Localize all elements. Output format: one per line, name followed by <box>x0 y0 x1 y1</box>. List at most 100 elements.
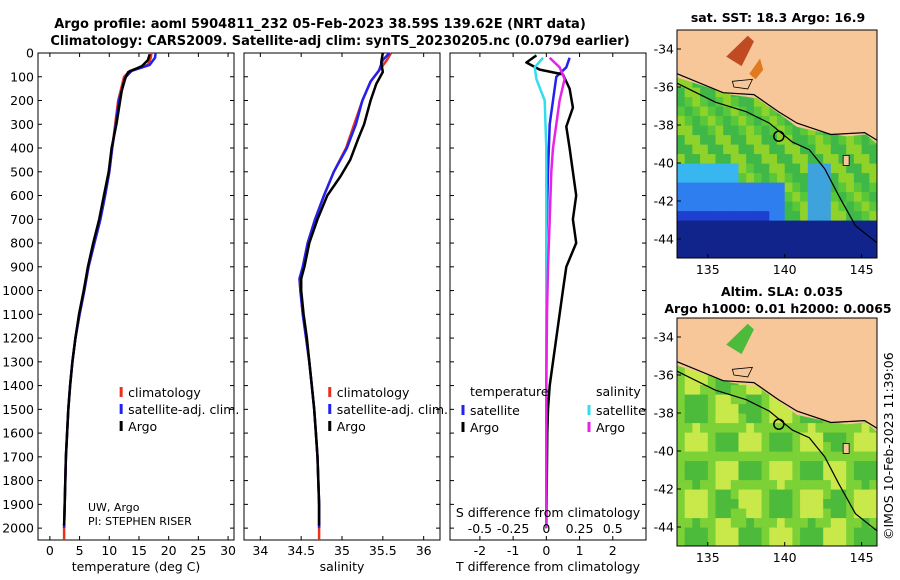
x-tick-label: 35.5 <box>369 543 397 558</box>
legend-label: Argo <box>470 420 499 435</box>
y-tick-label: 1600 <box>2 426 34 441</box>
ocean-cell <box>777 489 786 500</box>
legend-label: Argo <box>596 420 625 435</box>
ocean-cell <box>784 144 793 155</box>
ocean-cell <box>761 422 770 433</box>
ocean-cell <box>684 451 693 462</box>
ocean-cell <box>807 210 817 221</box>
ocean-cell <box>707 239 717 250</box>
ocean-cell <box>677 365 686 376</box>
ocean-cell <box>677 441 686 452</box>
ocean-cell <box>753 220 763 231</box>
plot-frame <box>243 52 441 541</box>
y-tick-label: -40 <box>654 444 674 459</box>
ocean-cell <box>838 441 847 452</box>
x-tick-label: 145 <box>850 262 874 277</box>
x-tick-label: 135 <box>696 550 720 565</box>
ocean-cell <box>700 210 709 221</box>
ocean-cell <box>692 125 701 136</box>
ocean-cell <box>730 451 740 462</box>
ocean-cell <box>815 536 824 546</box>
x-axis-label: T difference from climatology <box>455 559 641 574</box>
ocean-cell <box>830 144 840 155</box>
ocean-cell <box>815 172 824 183</box>
ocean-cell <box>692 489 701 500</box>
ocean-cell <box>777 527 786 538</box>
ocean-cell <box>715 441 724 452</box>
y-tick-label: -36 <box>654 80 674 95</box>
ocean-cell <box>792 432 801 443</box>
ocean-cell <box>800 536 809 546</box>
ocean-cell <box>830 498 840 509</box>
ocean-cell <box>738 479 747 490</box>
ocean-cell <box>738 182 747 193</box>
ocean-cell <box>746 220 755 231</box>
depth-contour <box>676 82 878 244</box>
ocean-cell <box>846 479 855 490</box>
ocean-cell <box>761 239 770 250</box>
ocean-cell <box>784 460 793 471</box>
ocean-cell <box>777 470 786 481</box>
ocean-cell <box>746 403 755 414</box>
ocean-cell <box>815 210 824 221</box>
ocean-cell <box>677 248 686 258</box>
ocean-cell <box>707 375 717 386</box>
ocean-cell <box>792 191 801 202</box>
ocean-cell <box>761 498 770 509</box>
ocean-cell <box>761 115 770 126</box>
x-tick-label: 135 <box>696 262 720 277</box>
ocean-cell <box>677 182 686 193</box>
ocean-cell <box>723 403 732 414</box>
ocean-cell <box>830 134 840 145</box>
ocean-cell <box>777 210 786 221</box>
ocean-cell <box>853 489 863 500</box>
x2-tick-label: -0.5 <box>468 521 492 536</box>
ocean-cell <box>730 422 740 433</box>
ocean-cell <box>707 125 717 136</box>
ocean-cell <box>692 96 701 107</box>
ocean-cell <box>761 527 770 538</box>
ocean-cell <box>738 153 747 164</box>
ocean-cell <box>753 384 763 395</box>
ocean-cell <box>700 96 709 107</box>
salinity-panel: 34 34.5 35 35.5 36 salinity climatology satelli… <box>243 52 448 574</box>
ocean-cell <box>692 498 701 509</box>
ocean-cell <box>792 517 801 528</box>
ocean-cell <box>838 191 847 202</box>
ocean-cell <box>738 517 747 528</box>
y-tick-label: -42 <box>654 194 674 209</box>
ocean-cell <box>846 163 855 174</box>
ocean-cell <box>830 441 840 452</box>
y-tick-label: 1700 <box>2 449 34 464</box>
sst-map-title: sat. SST: 18.3 Argo: 16.9 <box>691 10 865 25</box>
ocean-cell <box>753 210 763 221</box>
ocean-cell <box>723 470 732 481</box>
ocean-cell <box>777 422 786 433</box>
ocean-cell <box>700 125 709 136</box>
ocean-cell <box>753 144 763 155</box>
ocean-cell <box>723 508 732 519</box>
ocean-cell <box>746 172 755 183</box>
ocean-cell <box>853 163 863 174</box>
x2-axis-label: S difference from climatology <box>456 505 641 520</box>
ocean-cell <box>677 517 686 528</box>
ocean-cell <box>869 460 877 471</box>
ocean-cell <box>723 489 732 500</box>
ocean-cell <box>738 220 747 231</box>
ocean-cell <box>753 498 763 509</box>
ocean-cell <box>738 210 747 221</box>
x-tick-label: 0 <box>46 543 54 558</box>
ocean-cell <box>761 536 770 546</box>
ocean-cell <box>800 134 809 145</box>
ocean-cell <box>677 229 686 240</box>
ocean-cell <box>753 394 763 405</box>
ocean-cell <box>715 527 724 538</box>
ocean-cell <box>861 479 870 490</box>
y-tick-label: -40 <box>654 156 674 171</box>
ocean-cell <box>838 134 847 145</box>
ocean-cell <box>800 517 809 528</box>
ocean-cell <box>723 239 732 250</box>
ocean-cell <box>815 479 824 490</box>
ocean-cell <box>800 191 809 202</box>
ocean-cell <box>730 248 740 258</box>
